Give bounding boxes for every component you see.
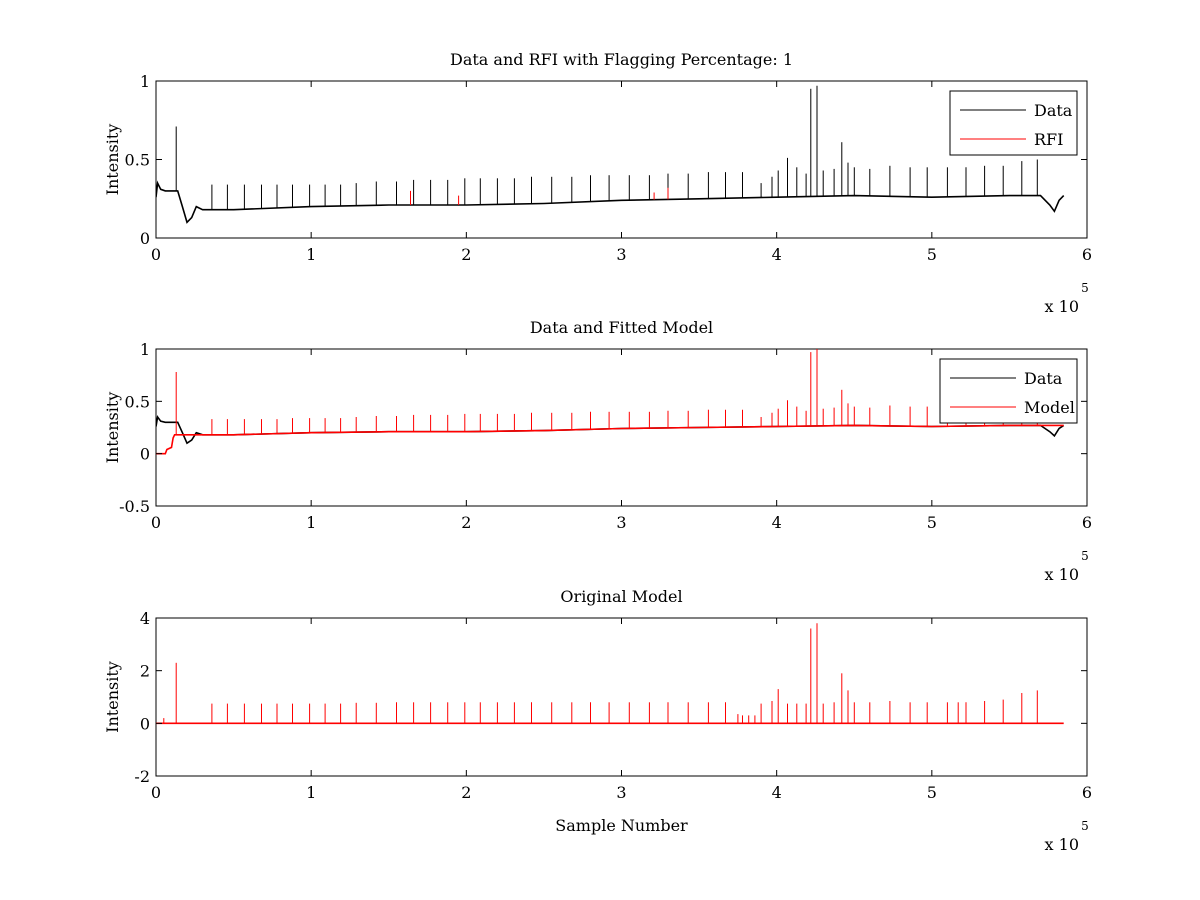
- x-tick-label: 3: [616, 513, 626, 532]
- x-tick-label: 5: [927, 783, 937, 802]
- x-tick-label: 1: [306, 513, 316, 532]
- plot-area: [155, 80, 1088, 239]
- y-tick-label: 1: [140, 72, 150, 91]
- series-rfi: [410, 187, 669, 205]
- x-tick-label: 3: [616, 783, 626, 802]
- x-multiplier: x 10: [1045, 565, 1079, 584]
- y-tick-label: -2: [134, 767, 150, 786]
- x-tick-label: 2: [461, 245, 471, 264]
- plot-area: [155, 348, 1088, 507]
- chart-title: Data and RFI with Flagging Percentage: 1: [450, 50, 793, 69]
- x-tick-label: 0: [151, 245, 161, 264]
- plot-area: [155, 617, 1088, 777]
- y-tick-label: 2: [140, 662, 150, 681]
- y-tick-label: 1: [140, 340, 150, 359]
- y-axis-label: Intensity: [103, 661, 122, 733]
- series-model: [156, 349, 1064, 455]
- x-tick-label: 5: [927, 513, 937, 532]
- x-tick-label: 4: [772, 245, 782, 264]
- legend: Data Model: [939, 358, 1078, 424]
- y-tick-label: 0: [140, 445, 150, 464]
- y-tick-label: 0.5: [125, 392, 150, 411]
- x-tick-label: 0: [151, 783, 161, 802]
- legend-label-rfi: RFI: [1034, 130, 1063, 149]
- legend-label-data: Data: [1024, 369, 1063, 388]
- y-tick-label: -0.5: [119, 497, 150, 516]
- chart-title: Data and Fitted Model: [530, 318, 713, 337]
- plot-data: [156, 349, 1065, 455]
- legend-box: [939, 358, 1078, 424]
- x-tick-label: 3: [616, 245, 626, 264]
- legend: Data RFI: [949, 90, 1078, 156]
- x-tick-label: 0: [151, 513, 161, 532]
- x-tick-label: 6: [1082, 783, 1092, 802]
- y-tick-label: 0: [140, 714, 150, 733]
- legend-label-model: Model: [1024, 398, 1075, 417]
- y-axis-label: Intensity: [103, 392, 122, 464]
- legend-box: [949, 90, 1078, 156]
- y-tick-label: 0.5: [125, 151, 150, 170]
- x-tick-label: 1: [306, 783, 316, 802]
- series-data: [156, 85, 1065, 224]
- y-tick-label: 0: [140, 229, 150, 248]
- x-tick-label: 4: [772, 783, 782, 802]
- x-multiplier: x 10: [1045, 297, 1079, 316]
- series-line-data: [156, 180, 1065, 224]
- x-tick-label: 1: [306, 245, 316, 264]
- x-tick-label: 6: [1082, 513, 1092, 532]
- x-multiplier-exponent: 5: [1081, 819, 1089, 833]
- subplot-1: 0 1 2 3 4 5 6 0 0.5 1 Data and RFI with Flagging P…: [103, 50, 1092, 316]
- x-tick-label: 6: [1082, 245, 1092, 264]
- x-tick-label: 4: [772, 513, 782, 532]
- y-axis-label: Intensity: [103, 124, 122, 196]
- plot-data: [156, 623, 1064, 725]
- x-multiplier-exponent: 5: [1081, 281, 1089, 295]
- y-tick-label: 4: [140, 609, 150, 628]
- x-tick-label: 2: [461, 783, 471, 802]
- chart-title: Original Model: [560, 587, 682, 606]
- x-multiplier: x 10: [1045, 835, 1079, 854]
- x-tick-label: 5: [927, 245, 937, 264]
- x-multiplier-exponent: 5: [1081, 549, 1089, 563]
- x-tick-label: 2: [461, 513, 471, 532]
- series-model: [156, 623, 1064, 725]
- legend-label-data: Data: [1034, 101, 1073, 120]
- plot-data: [156, 85, 1065, 224]
- x-axis-label: Sample Number: [555, 816, 688, 835]
